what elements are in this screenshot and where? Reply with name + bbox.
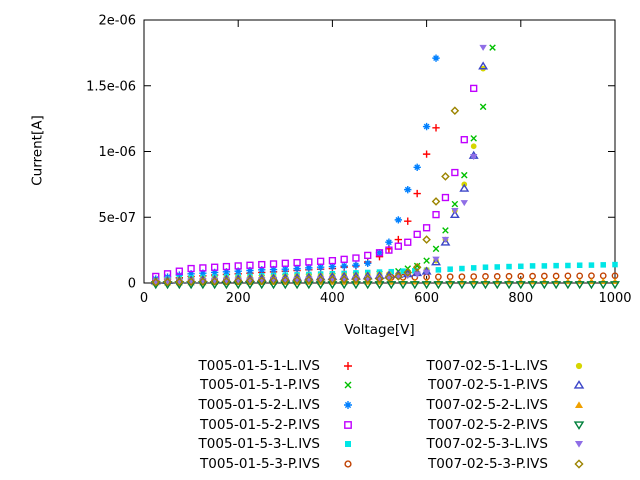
legend-item: T007-02-5-1-L.IVS	[382, 356, 610, 376]
legend-marker	[548, 377, 610, 393]
legend-label: T005-01-5-2-P.IVS	[200, 416, 320, 433]
y-tick-label: 2e-06	[98, 14, 136, 29]
x-tick-label: 400	[320, 291, 345, 306]
legend-item: T005-01-5-3-L.IVS	[150, 434, 376, 454]
legend-label: T007-02-5-1-P.IVS	[428, 377, 548, 394]
series-T005-01-5-1-P.IVS	[152, 44, 496, 285]
legend-label: T005-01-5-3-P.IVS	[200, 455, 320, 472]
legend-marker	[548, 436, 610, 452]
legend-item: T007-02-5-3-P.IVS	[382, 454, 610, 474]
legend-label: T005-01-5-2-L.IVS	[198, 396, 320, 413]
legend-marker	[548, 417, 610, 433]
legend-column-right: T007-02-5-1-L.IVS T007-02-5-1-P.IVS T007-0…	[382, 356, 610, 474]
legend-label: T007-02-5-2-P.IVS	[428, 416, 548, 433]
legend-label: T007-02-5-3-L.IVS	[426, 436, 548, 453]
y-tick-label: 1e-06	[98, 145, 136, 160]
legend-item: T005-01-5-2-L.IVS	[150, 395, 376, 415]
axis-ticks	[143, 19, 616, 284]
x-tick-label: 800	[508, 291, 533, 306]
legend-label: T007-02-5-3-P.IVS	[428, 455, 548, 472]
series-T007-02-5-1-P.IVS	[150, 61, 489, 285]
axis-tick-labels: 0 200 400 600 800 1000 0 5e-07 1e-06 1.5e-06 2e-06	[86, 14, 631, 307]
legend-item: T007-02-5-2-L.IVS	[382, 395, 610, 415]
legend-label: T005-01-5-1-L.IVS	[198, 357, 320, 374]
legend-label: T007-02-5-2-L.IVS	[426, 396, 548, 413]
legend-marker	[320, 436, 376, 452]
y-axis-title: Current[A]	[29, 115, 46, 186]
series-T007-02-5-3-P.IVS	[151, 106, 460, 287]
legend-marker	[548, 456, 610, 472]
series-T005-01-5-3-L.IVS	[153, 261, 618, 284]
legend-label: T005-01-5-1-P.IVS	[200, 377, 320, 394]
y-tick-label: 1.5e-06	[86, 79, 136, 94]
x-tick-label: 600	[414, 291, 439, 306]
legend-item: T005-01-5-2-P.IVS	[150, 415, 376, 435]
series-T005-01-5-2-P.IVS	[152, 84, 478, 281]
legend-marker	[548, 397, 610, 413]
legend-item: T005-01-5-3-P.IVS	[150, 454, 376, 474]
series-T007-02-5-2-P.IVS	[150, 281, 620, 290]
legend-marker	[320, 358, 376, 374]
legend-marker	[320, 397, 376, 413]
legend-marker	[320, 417, 376, 433]
x-tick-label: 200	[226, 291, 251, 306]
legend-item: T007-02-5-3-L.IVS	[382, 434, 610, 454]
y-tick-label: 5e-07	[98, 211, 136, 226]
x-axis-title: Voltage[V]	[344, 322, 415, 338]
x-tick-label: 0	[140, 291, 148, 306]
legend-item: T007-02-5-2-P.IVS	[382, 415, 610, 435]
legend-marker	[548, 358, 610, 374]
legend-marker	[320, 377, 376, 393]
x-tick-label: 1000	[598, 291, 631, 306]
legend-column-left: T005-01-5-1-L.IVS T005-01-5-1-P.IVS T005-0…	[150, 356, 376, 474]
legend-item: T005-01-5-1-P.IVS	[150, 376, 376, 396]
plot-frame	[143, 19, 616, 284]
y-tick-label: 0	[128, 277, 136, 292]
legend-item: T005-01-5-1-L.IVS	[150, 356, 376, 376]
legend-label: T007-02-5-1-L.IVS	[426, 357, 548, 374]
legend-marker	[320, 456, 376, 472]
legend-label: T005-01-5-3-L.IVS	[198, 436, 320, 453]
legend-item: T007-02-5-1-P.IVS	[382, 376, 610, 396]
series-T007-02-5-1-L.IVS	[152, 65, 486, 284]
